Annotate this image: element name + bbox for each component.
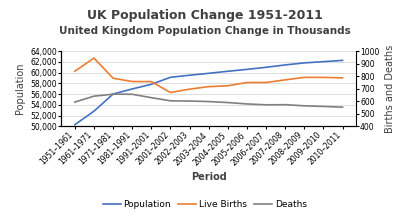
Deaths: [168, 100, 173, 102]
Live Births: [168, 91, 173, 94]
Deaths: [129, 93, 134, 95]
Text: United Kingdom Population Change in Thousands: United Kingdom Population Change in Thou…: [59, 26, 350, 36]
Deaths: [187, 100, 191, 102]
Population: [187, 74, 191, 77]
Y-axis label: Population: Population: [15, 63, 25, 114]
Live Births: [263, 81, 268, 84]
Deaths: [148, 96, 153, 99]
Live Births: [282, 79, 287, 81]
Live Births: [339, 77, 344, 79]
Population: [148, 83, 153, 86]
Y-axis label: Births and Deaths: Births and Deaths: [384, 44, 394, 133]
Population: [263, 66, 268, 69]
Deaths: [263, 104, 268, 106]
Live Births: [72, 70, 77, 72]
Deaths: [206, 100, 211, 103]
Population: [282, 64, 287, 66]
Legend: Population, Live Births, Deaths: Population, Live Births, Deaths: [99, 196, 310, 212]
Live Births: [320, 76, 325, 79]
Line: Deaths: Deaths: [75, 94, 342, 107]
Deaths: [244, 103, 249, 105]
Line: Population: Population: [75, 60, 342, 125]
Text: UK Population Change 1951-2011: UK Population Change 1951-2011: [87, 9, 322, 22]
Line: Live Births: Live Births: [75, 58, 342, 92]
Live Births: [148, 80, 153, 83]
Population: [206, 72, 211, 75]
Population: [320, 60, 325, 63]
Live Births: [244, 81, 249, 84]
Deaths: [110, 93, 115, 95]
X-axis label: Period: Period: [190, 173, 226, 182]
Population: [91, 110, 96, 112]
Deaths: [91, 95, 96, 97]
Deaths: [301, 105, 306, 107]
Live Births: [206, 85, 211, 88]
Deaths: [282, 103, 287, 106]
Live Births: [91, 57, 96, 59]
Deaths: [225, 101, 230, 104]
Live Births: [110, 77, 115, 80]
Population: [339, 59, 344, 62]
Deaths: [320, 105, 325, 108]
Population: [168, 76, 173, 79]
Population: [110, 93, 115, 95]
Population: [129, 88, 134, 90]
Population: [301, 62, 306, 64]
Live Births: [129, 80, 134, 83]
Live Births: [301, 76, 306, 79]
Live Births: [187, 88, 191, 90]
Deaths: [339, 106, 344, 108]
Population: [244, 68, 249, 71]
Live Births: [225, 84, 230, 87]
Deaths: [72, 101, 77, 103]
Population: [225, 70, 230, 72]
Population: [72, 123, 77, 126]
